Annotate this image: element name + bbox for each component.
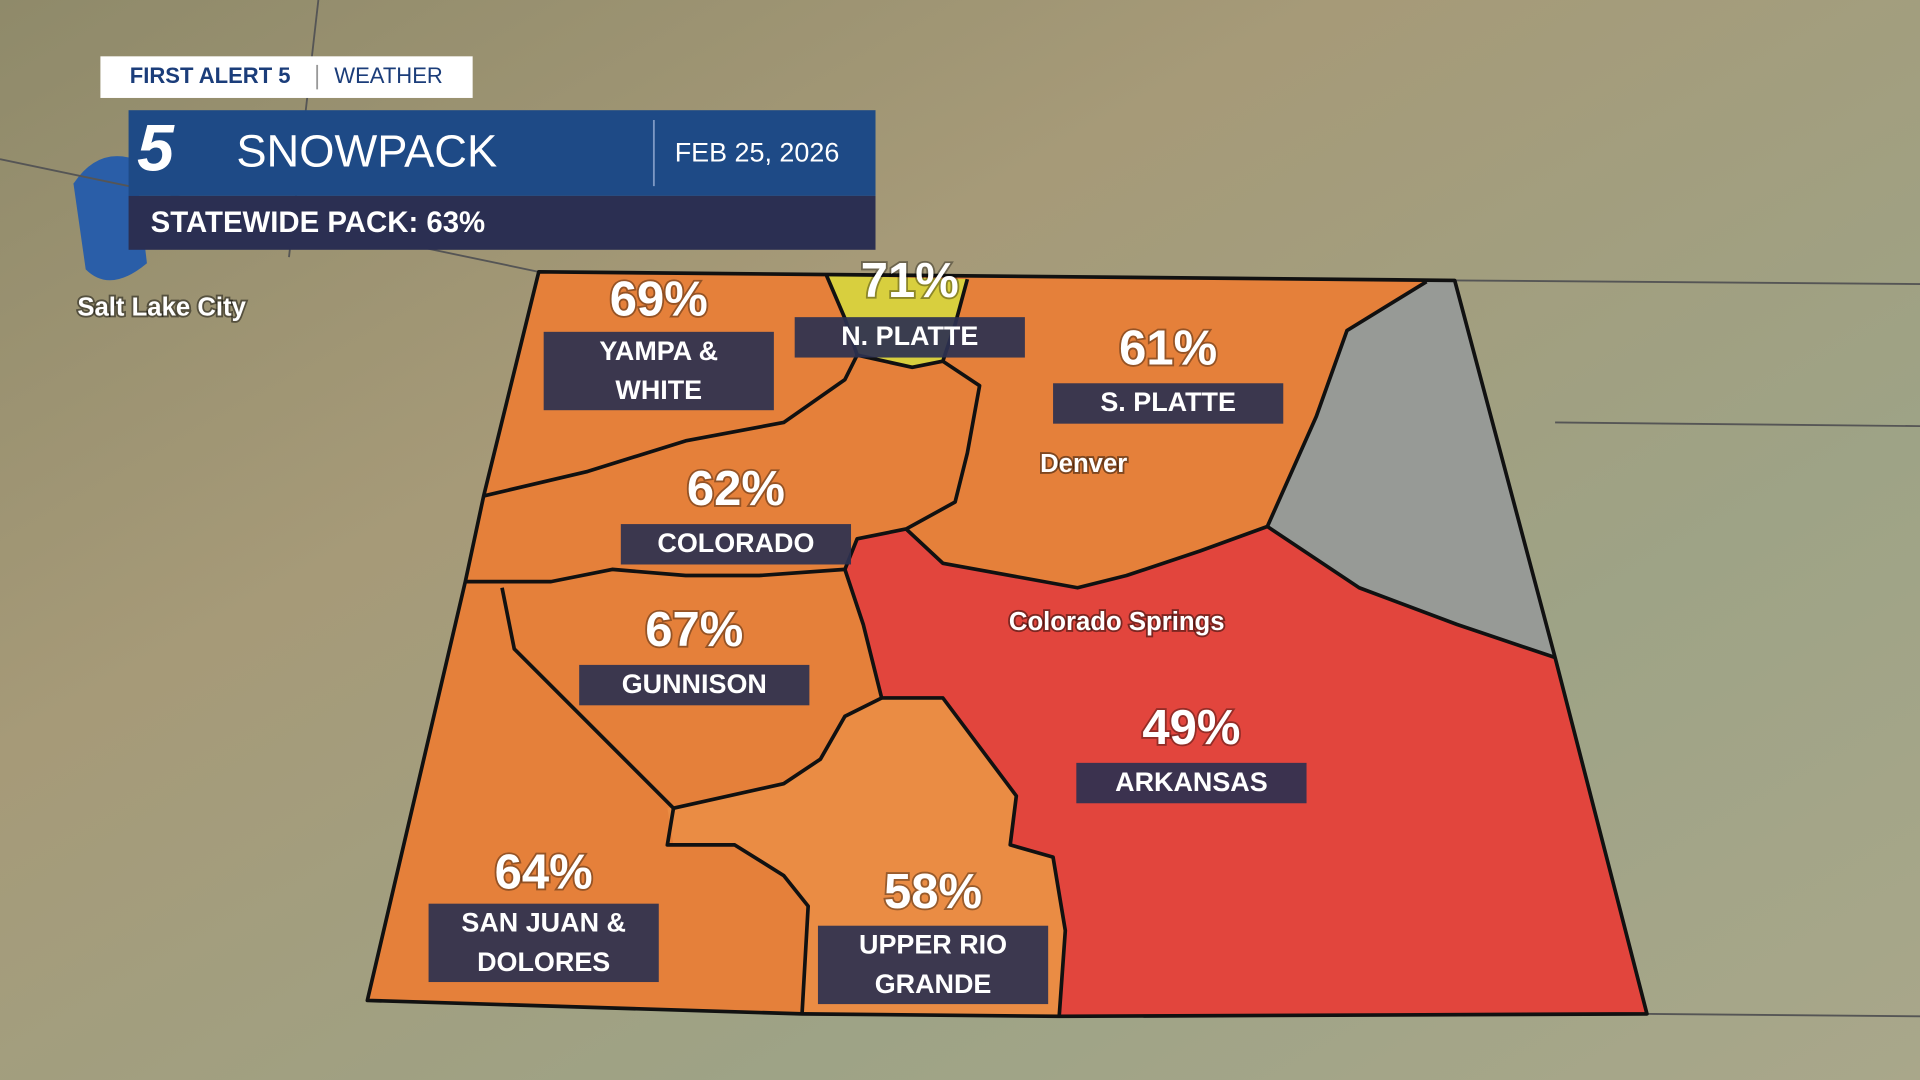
basin-name: UPPER RIO: [859, 930, 1007, 960]
basin-boundary: [665, 807, 810, 1014]
state-outline: [365, 270, 1649, 1019]
basin-name-box: [794, 317, 1025, 358]
basin-percent: 64%: [495, 845, 593, 899]
border: [1454, 279, 1920, 285]
labels: Salt Lake City Denver Colorado Springs YAMP…: [76, 252, 1307, 1005]
logo: 5: [137, 112, 175, 186]
basin-boundary: [483, 354, 859, 498]
basin-percent: 58%: [884, 865, 982, 919]
basin-name-box: [620, 524, 852, 565]
brand-tab: [100, 56, 473, 98]
basin-name: YAMPA &: [599, 336, 718, 366]
title-bar: [128, 110, 876, 196]
statewide: STATEWIDE PACK: 63%: [151, 206, 486, 239]
basin-percent: 69%: [610, 272, 708, 326]
basin-boundary: [500, 587, 883, 810]
city-label: Denver: [1040, 450, 1127, 478]
basin-name: ARKANSAS: [1115, 767, 1268, 797]
basin-boundary: [843, 568, 1068, 1017]
basin-percent: 62%: [687, 462, 785, 516]
basin-name: GUNNISON: [622, 669, 767, 699]
basin-name-box: [428, 903, 659, 983]
basin-name-box: [543, 331, 774, 411]
basin-boundary: [1265, 280, 1428, 528]
basin-percent: 61%: [1119, 321, 1217, 375]
basin-percent: 71%: [861, 254, 959, 308]
border: [1555, 421, 1920, 428]
brand: FIRST ALERT 5: [130, 63, 291, 88]
basin-name-box: [579, 664, 810, 706]
basin-name-box: [817, 925, 1049, 1005]
basin-name: N. PLATTE: [841, 321, 978, 351]
basin-boundary: [904, 524, 1556, 660]
city-label: Colorado Springs: [1009, 608, 1225, 636]
basin-name: COLORADO: [657, 528, 814, 558]
basin-name-box: [1053, 383, 1284, 424]
basin-percent: 67%: [645, 603, 743, 657]
city-label: Salt Lake City: [77, 293, 246, 321]
basin-percent: 49%: [1142, 701, 1240, 755]
basin-name: SAN JUAN &: [461, 908, 626, 938]
basin-name-box: [1076, 762, 1307, 804]
title: SNOWPACK: [236, 125, 497, 176]
section: WEATHER: [334, 63, 443, 88]
no-data-region: [1267, 280, 1556, 658]
statewide-bar: [128, 195, 876, 250]
border: [1646, 1012, 1920, 1018]
basin-name: GRANDE: [875, 969, 992, 999]
basin-name: WHITE: [615, 375, 702, 405]
date: FEB 25, 2026: [675, 137, 840, 167]
basin-name: DOLORES: [477, 947, 610, 977]
basin-name: S. PLATTE: [1100, 387, 1236, 417]
